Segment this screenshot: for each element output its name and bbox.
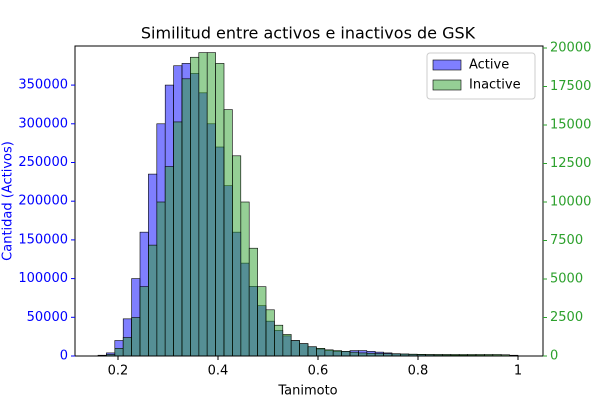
x-tick-label: 0.8 — [408, 364, 429, 379]
y2-tick-label: 2500 — [550, 310, 583, 325]
y2-tick-label: 5000 — [550, 272, 583, 287]
y2-tick-label: 10000 — [550, 195, 591, 210]
bar — [174, 122, 182, 356]
bar — [157, 202, 165, 356]
y-tick-label: 250000 — [18, 155, 68, 170]
legend-label: Inactive — [469, 78, 521, 93]
y2-tick-label: 17500 — [550, 79, 591, 94]
bar — [190, 57, 198, 356]
bar — [224, 110, 232, 356]
bar — [291, 341, 299, 356]
bar — [140, 287, 148, 356]
bar — [241, 202, 249, 356]
bar — [316, 348, 324, 356]
chart-title: Similitud entre activos e inactivos de G… — [141, 24, 476, 43]
legend-label: Active — [469, 58, 509, 73]
bar — [266, 310, 274, 356]
x-axis-label: Tanimoto — [277, 384, 337, 399]
x-tick-label: 0.6 — [308, 364, 329, 379]
bar — [274, 325, 282, 356]
y-tick-label: 100000 — [18, 271, 68, 286]
legend-swatch — [433, 80, 461, 90]
bar — [325, 350, 333, 356]
bar — [283, 334, 291, 356]
bar — [350, 352, 358, 356]
y-tick-label: 150000 — [18, 232, 68, 247]
y-tick-label: 200000 — [18, 194, 68, 209]
y-tick-label: 350000 — [18, 78, 68, 93]
bar — [165, 167, 173, 356]
y2-tick-label: 15000 — [550, 118, 591, 133]
bar — [342, 351, 350, 356]
y2-tick-label: 20000 — [550, 41, 591, 56]
bar — [148, 245, 156, 356]
bar — [249, 248, 257, 356]
y2-tick-label: 12500 — [550, 156, 591, 171]
bar — [300, 344, 308, 356]
y2-tick-label: 0 — [550, 349, 558, 364]
bar — [132, 318, 140, 356]
bar — [308, 347, 316, 356]
bar — [232, 156, 240, 356]
y-tick-label: 50000 — [27, 310, 68, 325]
y2-tick-label: 7500 — [550, 233, 583, 248]
bar — [115, 348, 123, 356]
legend-swatch — [433, 60, 461, 70]
bar — [216, 63, 224, 356]
bar — [258, 287, 266, 356]
bar — [199, 53, 207, 356]
y-tick-label: 300000 — [18, 116, 68, 131]
x-tick-label: 1 — [514, 364, 522, 379]
y-tick-label: 0 — [60, 349, 68, 364]
x-tick-label: 0.4 — [208, 364, 229, 379]
bar — [182, 79, 190, 356]
x-tick-label: 0.2 — [108, 364, 129, 379]
bar — [333, 351, 341, 356]
bar — [123, 338, 131, 356]
bar — [207, 53, 215, 356]
y-axis-label: Cantidad (Activos) — [1, 141, 16, 261]
